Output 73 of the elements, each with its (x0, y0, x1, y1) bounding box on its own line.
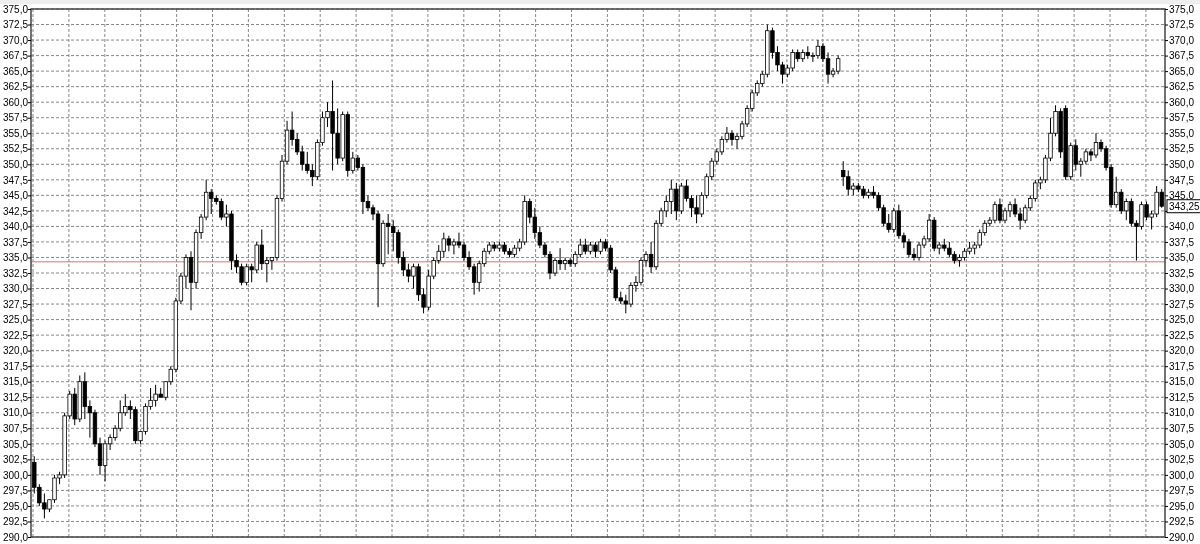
y-tick-label: 312,5 (2, 391, 29, 403)
y-tick-label: 330,0 (2, 283, 29, 295)
y-tick-label: 305,0 (2, 438, 29, 450)
y2-tick-label: 305,0 (1169, 438, 1195, 450)
y-tick-label: 340,0 (2, 221, 29, 233)
y2-tick-label: 317,5 (1169, 360, 1195, 372)
y2-tick-label: 312,5 (1169, 391, 1195, 403)
y2-tick-label: 307,5 (1169, 422, 1195, 434)
y2-tick-label: 365,0 (1169, 65, 1195, 77)
y-tick-label: 297,5 (2, 485, 29, 497)
y-tick-label: 315,0 (2, 376, 29, 388)
y2-tick-label: 370,0 (1169, 34, 1195, 46)
y2-tick-label: 335,0 (1169, 252, 1195, 264)
y2-tick-label: 352,5 (1169, 143, 1195, 155)
y2-tick-label: 345,0 (1169, 190, 1195, 202)
y-tick-label: 325,0 (2, 314, 29, 326)
y2-tick-label: 330,0 (1169, 283, 1195, 295)
y2-tick-label: 362,5 (1169, 81, 1195, 93)
y-tick-label: 345,0 (2, 190, 29, 202)
y-tick-label: 342,5 (2, 205, 29, 217)
y2-tick-label: 347,5 (1169, 174, 1195, 186)
y-tick-label: 332,5 (2, 267, 29, 279)
y-tick-label: 290,0 (2, 531, 29, 543)
y-tick-label: 350,0 (2, 158, 29, 170)
y2-tick-label: 315,0 (1169, 376, 1195, 388)
y-tick-label: 295,0 (2, 500, 29, 512)
y-tick-label: 355,0 (2, 127, 29, 139)
y2-tick-label: 310,0 (1169, 407, 1195, 419)
y-tick-label: 292,5 (2, 516, 29, 528)
y-tick-label: 367,5 (2, 50, 29, 62)
y-tick-label: 370,0 (2, 34, 29, 46)
y2-tick-label: 357,5 (1169, 112, 1195, 124)
annotation: 343,25 (1169, 200, 1200, 212)
y2-tick-label: 337,5 (1169, 236, 1195, 248)
candlestick (1093, 132, 1099, 159)
y2-tick-label: 375,0 (1169, 3, 1195, 15)
y2-tick-label: 300,0 (1169, 469, 1195, 481)
y2-tick-label: 360,0 (1169, 96, 1195, 108)
y-tick-label: 347,5 (2, 174, 29, 186)
y2-tick-label: 372,5 (1169, 19, 1195, 31)
y2-tick-label: 290,0 (1169, 531, 1195, 543)
y2-tick-label: 340,0 (1169, 221, 1195, 233)
y-tick-label: 365,0 (2, 65, 29, 77)
candlestick (835, 55, 841, 75)
y2-tick-label: 367,5 (1169, 50, 1195, 62)
y-tick-label: 352,5 (2, 143, 29, 155)
y-tick-label: 320,0 (2, 345, 29, 357)
y-tick-label: 337,5 (2, 236, 29, 248)
y-tick-label: 317,5 (2, 360, 29, 372)
y2-tick-label: 322,5 (1169, 329, 1195, 341)
y2-tick-label: 350,0 (1169, 158, 1195, 170)
y2-tick-label: 355,0 (1169, 127, 1195, 139)
y2-tick-label: 320,0 (1169, 345, 1195, 357)
y-tick-label: 300,0 (2, 469, 29, 481)
y-tick-label: 372,5 (2, 19, 29, 31)
y-tick-label: 362,5 (2, 81, 29, 93)
y-tick-label: 302,5 (2, 454, 29, 466)
y2-tick-label: 302,5 (1169, 454, 1195, 466)
y2-tick-label: 297,5 (1169, 485, 1195, 497)
y-tick-label: 322,5 (2, 329, 29, 341)
y-tick-label: 335,0 (2, 252, 29, 264)
y-tick-label: 307,5 (2, 422, 29, 434)
y-tick-label: 357,5 (2, 112, 29, 124)
y2-tick-label: 325,0 (1169, 314, 1195, 326)
y-tick-label: 327,5 (2, 298, 29, 310)
y2-tick-label: 295,0 (1169, 500, 1195, 512)
y-tick-label: 310,0 (2, 407, 29, 419)
y2-tick-label: 332,5 (1169, 267, 1195, 279)
y-tick-label: 375,0 (2, 3, 29, 15)
y-tick-label: 360,0 (2, 96, 29, 108)
y2-tick-label: 292,5 (1169, 516, 1195, 528)
y2-tick-label: 327,5 (1169, 298, 1195, 310)
candlestick (729, 129, 735, 147)
